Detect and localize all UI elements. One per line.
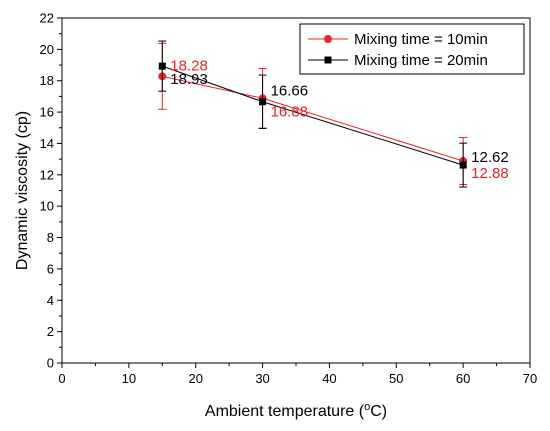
y-tick-label: 12 [40, 167, 54, 182]
x-tick-label: 0 [58, 371, 65, 386]
y-tick-label: 4 [47, 293, 54, 308]
x-axis-title-main: Ambient temperature ( [205, 403, 365, 420]
x-axis-title: Ambient temperature (oC) [205, 401, 387, 420]
legend-label: Mixing time = 10min [354, 31, 488, 48]
x-tick-label: 60 [456, 371, 470, 386]
data-label: 16.88 [271, 103, 309, 120]
y-tick-label: 0 [47, 356, 54, 371]
data-label: 12.88 [471, 165, 509, 182]
y-tick-label: 22 [40, 11, 54, 26]
legend-marker [324, 35, 332, 43]
y-tick-label: 8 [47, 230, 54, 245]
x-axis-title-sup: o [364, 401, 370, 413]
y-tick-label: 2 [47, 324, 54, 339]
x-tick-label: 40 [322, 371, 336, 386]
data-label: 12.62 [471, 149, 509, 166]
series-layer [158, 40, 468, 188]
series-line [162, 75, 464, 162]
x-tick-label: 30 [255, 371, 269, 386]
y-tick-label: 20 [40, 42, 54, 57]
legend-box [299, 23, 525, 75]
legend-label: Mixing time = 20min [354, 52, 488, 69]
y-tick-label: 16 [40, 105, 54, 120]
x-tick-label: 10 [122, 371, 136, 386]
data-label: 18.93 [170, 71, 208, 88]
data-point [259, 98, 267, 106]
x-axis-title-tail: C) [370, 403, 387, 420]
data-labels: 18.28 16.88 12.88 18.93 16.66 12.62 [170, 57, 508, 182]
x-tick-label: 50 [389, 371, 403, 386]
data-label: 16.66 [271, 83, 309, 100]
legend: Mixing time = 10min Mixing time = 20min [299, 23, 525, 75]
x-tick-label: 70 [523, 371, 537, 386]
x-tick-label: 20 [188, 371, 202, 386]
y-axis-title: Dynamic viscosity (cp) [14, 111, 31, 270]
y-tick-label: 18 [40, 73, 54, 88]
legend-marker [324, 56, 332, 64]
axes: 0 10 20 30 40 50 60 70 0 2 4 6 8 10 12 14 16 18 20 22 [40, 11, 538, 387]
data-point [158, 62, 166, 70]
data-point [459, 161, 467, 169]
y-tick-label: 10 [40, 199, 54, 214]
data-label: 18.28 [170, 57, 208, 74]
y-tick-label: 14 [40, 136, 54, 151]
y-tick-label: 6 [47, 261, 54, 276]
